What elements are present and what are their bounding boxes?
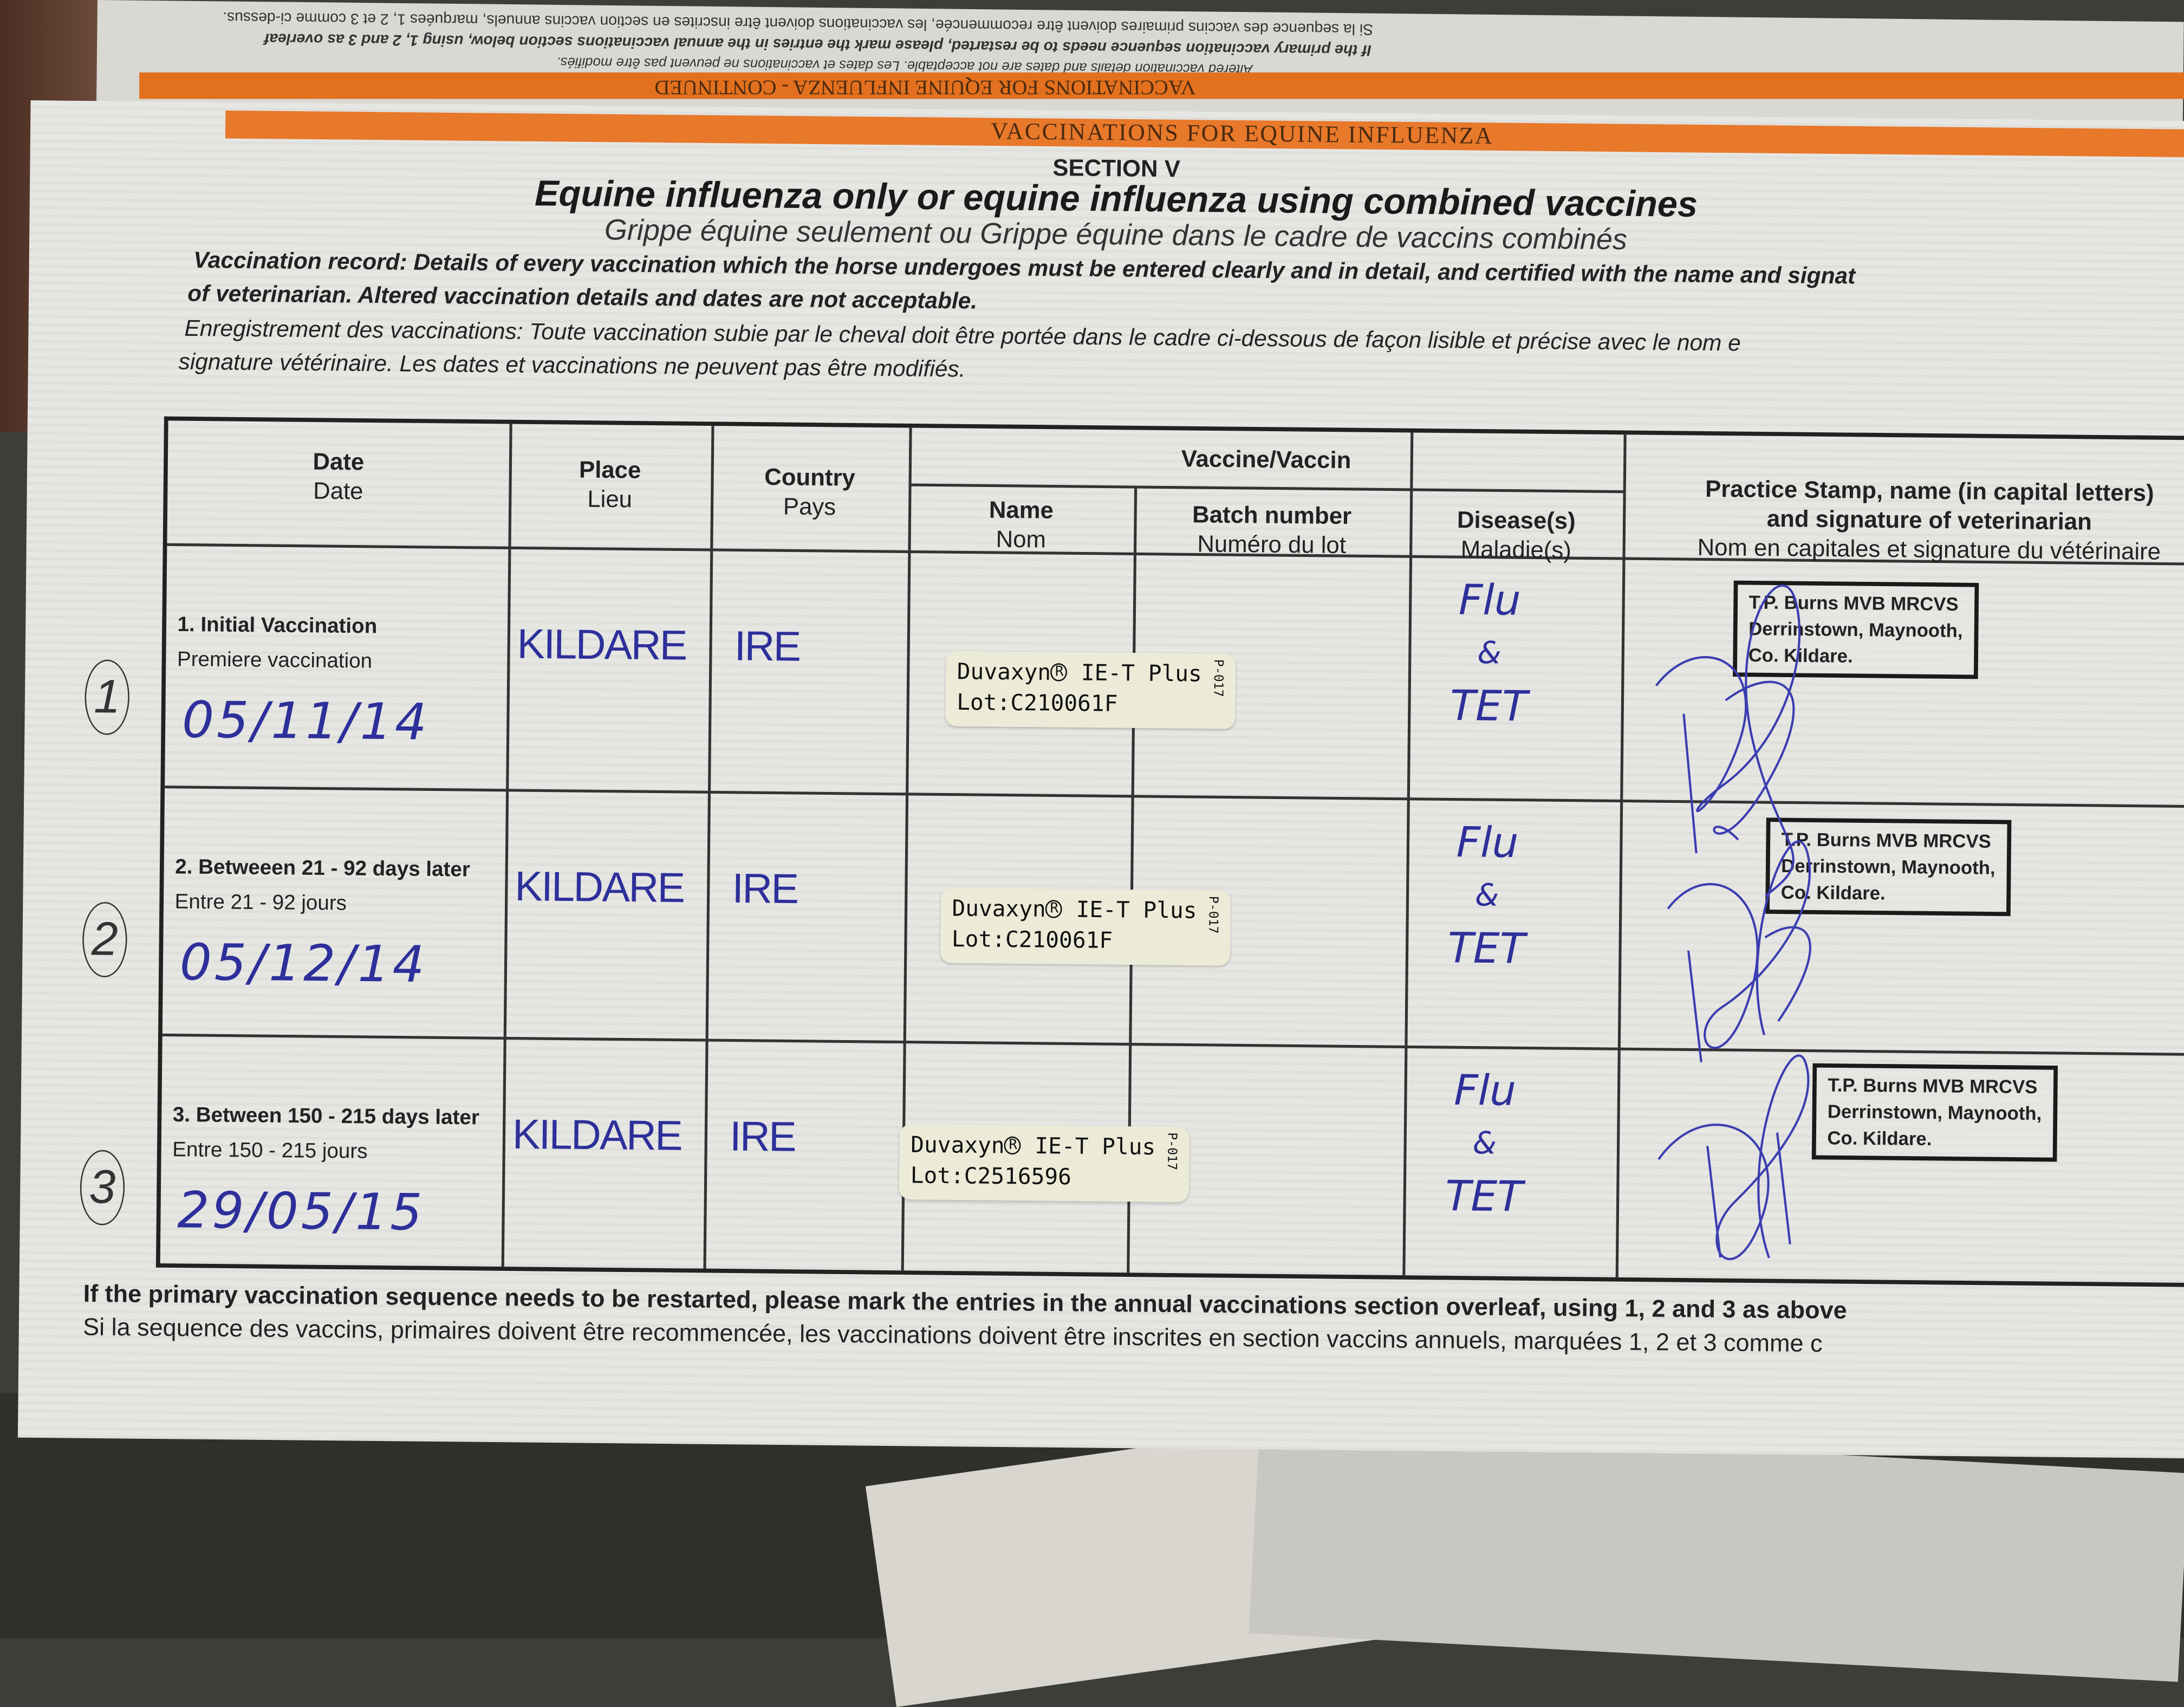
disease: Flu & TET <box>1447 819 1526 975</box>
header-country: Country Pays <box>764 464 856 521</box>
veterinarian-signature <box>1655 584 1811 1261</box>
vaccine-sticker: Duvaxyn R IE-T Plus Lot:C210061F P-017 <box>945 651 1236 729</box>
vaccination-date: 05/11/14 <box>181 692 430 752</box>
header-place: Place Lieu <box>578 456 641 513</box>
table-row: 1 1. Initial Vaccination Premiere vaccina… <box>84 420 2184 752</box>
disease: Flu & TET <box>1445 1067 1523 1222</box>
row-instruction: 3. Between 150 - 215 days later Entre 150… <box>172 1103 480 1164</box>
vaccination-date: 29/05/15 <box>177 1183 425 1243</box>
country: IRE <box>732 866 798 913</box>
vaccination-date: 05/12/14 <box>179 934 428 995</box>
place: KILDARE <box>512 1112 682 1160</box>
instructions-en: of veterinarian. Altered vaccination det… <box>187 281 978 314</box>
disease: Flu & TET <box>1450 576 1528 732</box>
circled-number: 3 <box>80 1150 125 1226</box>
header-disease: Disease(s) Maladie(s) <box>1457 507 1576 564</box>
row-instruction: 2. Betweeen 21 - 92 days later Entre 21 -… <box>174 855 471 916</box>
country: IRE <box>729 1114 796 1161</box>
table-row: 2 2. Betweeen 21 - 92 days later Entre 21… <box>82 420 2184 994</box>
instructions-fr: signature vétérinaire. Les dates et vacc… <box>178 349 966 382</box>
place: KILDARE <box>517 621 687 670</box>
vaccine-sticker: Duvaxyn R IE-T Plus Lot:C2516596 P-017 <box>899 1124 1190 1203</box>
country: IRE <box>734 624 801 671</box>
header-vaccine: Vaccine/Vaccin <box>1181 445 1351 474</box>
upside-down-band: VACCINATIONS FOR EQUINE INFLUENZA - CONT… <box>139 72 2184 99</box>
table-row: 3 3. Between 150 - 215 days later Entre 1… <box>80 420 2184 1242</box>
header-name: Name Nom <box>989 497 1054 553</box>
vaccination-page: VACCINATIONS FOR EQUINE INFLUENZA SECTIO… <box>17 100 2184 1459</box>
header-stamp: Practice Stamp, name (in capital letters… <box>1697 476 2161 566</box>
header-batch: Batch number Numéro du lot <box>1192 501 1352 559</box>
circled-number: 2 <box>82 901 128 978</box>
upside-down-band-text: VACCINATIONS FOR EQUINE INFLUENZA - CONT… <box>654 75 1196 98</box>
vaccine-sticker: Duvaxyn R IE-T Plus Lot:C210061F P-017 <box>940 887 1231 966</box>
circled-number: 1 <box>84 659 130 735</box>
row-instruction: 1. Initial Vaccination Premiere vaccinati… <box>177 613 378 673</box>
vaccination-table: Date Date Place Lieu Country Pays Vaccine/V… <box>80 416 2184 1288</box>
place: KILDARE <box>514 864 684 912</box>
header-date: Date Date <box>313 448 365 505</box>
